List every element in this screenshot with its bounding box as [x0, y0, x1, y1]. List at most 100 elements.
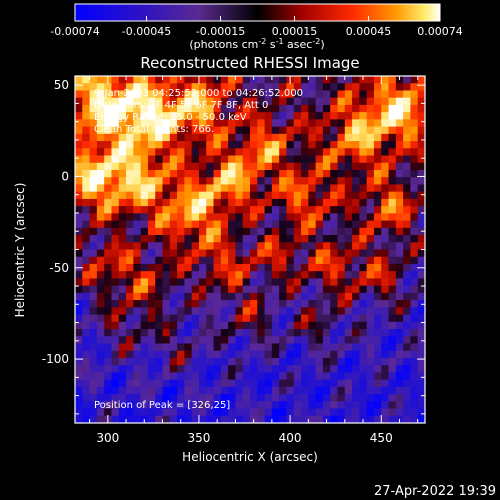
heatmap-cell — [271, 415, 280, 423]
heatmap-cell — [315, 263, 324, 272]
heatmap-cell — [177, 357, 185, 366]
heatmap-cell — [162, 307, 171, 315]
heatmap-cell — [410, 104, 419, 113]
heatmap-cell — [257, 278, 265, 287]
heatmap-cell — [301, 357, 309, 366]
heatmap-cell — [96, 249, 105, 258]
heatmap-cell — [322, 278, 331, 287]
heatmap-cell — [315, 408, 324, 417]
heatmap-cell — [271, 357, 280, 366]
heatmap-cell — [395, 126, 404, 135]
heatmap-cell — [75, 408, 83, 417]
heatmap-cell — [140, 235, 149, 243]
heatmap-cell — [96, 126, 105, 135]
heatmap-cell — [293, 300, 302, 308]
heatmap-cell — [388, 90, 397, 99]
heatmap-cell — [403, 394, 411, 402]
heatmap-cell — [315, 227, 324, 236]
heatmap-cell — [89, 292, 98, 301]
heatmap-cell — [308, 112, 317, 120]
heatmap-cell — [235, 191, 244, 200]
heatmap-cell — [264, 162, 273, 171]
heatmap-cell — [395, 177, 404, 185]
heatmap-cell — [242, 372, 251, 381]
heatmap-cell — [75, 379, 83, 388]
heatmap-cell — [242, 408, 251, 417]
heatmap-cell — [82, 155, 90, 164]
heatmap-cell — [381, 263, 389, 272]
heatmap-cell — [133, 141, 142, 149]
heatmap-cell — [228, 336, 236, 344]
heatmap-cell — [242, 379, 251, 388]
heatmap-cell — [417, 198, 425, 207]
heatmap-cell — [352, 76, 360, 84]
heatmap-cell — [155, 357, 163, 366]
heatmap-cell — [177, 126, 185, 135]
heatmap-cell — [344, 300, 353, 308]
heatmap-cell — [373, 97, 382, 106]
heatmap-cell — [126, 213, 134, 221]
heatmap-cell — [198, 256, 207, 265]
heatmap-cell — [82, 394, 90, 402]
heatmap-cell — [126, 249, 134, 258]
heatmap-cell — [264, 155, 273, 164]
heatmap-cell — [337, 278, 346, 287]
heatmap-cell — [352, 307, 360, 315]
heatmap-cell — [271, 256, 280, 265]
heatmap-cell — [366, 148, 375, 156]
heatmap-cell — [271, 249, 280, 258]
heatmap-cell — [322, 191, 331, 200]
heatmap-cell — [104, 300, 112, 308]
heatmap-cell — [162, 314, 171, 323]
heatmap-cell — [162, 112, 171, 120]
heatmap-cell — [191, 133, 200, 142]
heatmap-cell — [315, 350, 324, 359]
heatmap-cell — [228, 278, 236, 287]
heatmap-cell — [352, 314, 360, 323]
heatmap-cell — [279, 184, 287, 193]
heatmap-cell — [206, 90, 214, 99]
heatmap-cell — [337, 372, 346, 381]
heatmap-cell — [111, 372, 120, 381]
heatmap-cell — [315, 191, 324, 200]
heatmap-cell — [286, 83, 295, 91]
heatmap-cell — [213, 213, 222, 221]
heatmap-cell — [286, 285, 295, 294]
heatmap-cell — [257, 133, 265, 142]
heatmap-cell — [352, 227, 360, 236]
heatmap-cell — [403, 336, 411, 344]
heatmap-cell — [301, 112, 309, 120]
heatmap-cell — [220, 379, 229, 388]
heatmap-cell — [75, 83, 83, 91]
heatmap-cell — [322, 249, 331, 258]
heatmap-cell — [315, 372, 324, 381]
heatmap-cell — [293, 242, 302, 250]
heatmap-cell — [82, 350, 90, 359]
heatmap-cell — [257, 271, 265, 279]
heatmap-cell — [344, 415, 353, 423]
heatmap-cell — [388, 329, 397, 337]
heatmap-cell — [373, 104, 382, 113]
heatmap-cell — [242, 321, 251, 330]
heatmap-cell — [206, 372, 214, 381]
heatmap-cell — [184, 314, 193, 323]
heatmap-cell — [344, 76, 353, 84]
heatmap-cell — [271, 148, 280, 156]
heatmap-cell — [104, 198, 112, 207]
heatmap-cell — [191, 343, 200, 352]
heatmap-cell — [191, 263, 200, 272]
heatmap-cell — [235, 278, 244, 287]
heatmap-cell — [184, 394, 193, 402]
heatmap-cell — [184, 177, 193, 185]
heatmap-cell — [381, 394, 389, 402]
heatmap-cell — [75, 198, 83, 207]
heatmap-cell — [373, 372, 382, 381]
heatmap-cell — [147, 177, 156, 185]
heatmap-cell — [301, 343, 309, 352]
heatmap-cell — [191, 372, 200, 381]
heatmap-cell — [111, 155, 120, 164]
x-tick-label: 350 — [188, 431, 211, 445]
heatmap-cell — [315, 76, 324, 84]
heatmap-cell — [96, 408, 105, 417]
heatmap-cell — [198, 292, 207, 301]
